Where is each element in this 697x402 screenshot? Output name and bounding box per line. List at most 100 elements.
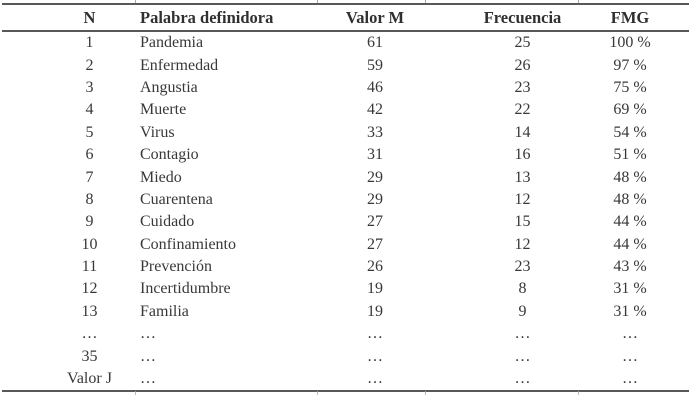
cell-palabra: Prevención	[140, 258, 212, 276]
cell-fmg: 69 %	[613, 101, 647, 119]
header-row: N Palabra definidora Valor M Frecuencia …	[2, 4, 689, 32]
cell-frecuencia: 23	[514, 78, 531, 96]
table-row: 8 Cuarentena 29 12 48 %	[2, 189, 689, 211]
cell-frecuencia: 9	[518, 302, 527, 320]
cell-n: 35	[81, 347, 98, 365]
header-n: N	[2, 4, 135, 32]
table-row: 2 Enfermedad 59 26 97 %	[2, 54, 689, 76]
cell-frecuencia: …	[514, 370, 531, 388]
cell-frecuencia: 12	[514, 235, 531, 253]
cell-frecuencia: …	[514, 325, 531, 343]
cell-n: 10	[81, 235, 98, 253]
cell-valor-m: 61	[367, 34, 383, 52]
cell-palabra: Incertidumbre	[140, 280, 231, 298]
cell-valor-m: …	[367, 325, 383, 343]
table-body: 1 Pandemia 61 25 100 % 2 Enfermedad 59 26 97 % 3 An…	[2, 31, 689, 391]
table-row: ……………	[2, 323, 689, 345]
cell-n: 11	[81, 258, 98, 276]
table-row: 35…………	[2, 345, 689, 367]
cell-palabra: Cuidado	[140, 213, 195, 231]
cell-frecuencia: 8	[518, 280, 527, 298]
column-boundary-tick	[135, 0, 136, 3]
cell-fmg: 75 %	[613, 78, 647, 96]
column-boundary-tick	[135, 391, 136, 395]
cell-n: 9	[85, 213, 94, 231]
column-boundary-tick	[425, 0, 426, 3]
cell-fmg: 48 %	[613, 168, 647, 186]
cell-palabra: Familia	[140, 302, 189, 320]
header-fmg: FMG	[578, 4, 689, 32]
cell-valor-m: 42	[367, 101, 383, 119]
cell-n: 5	[85, 123, 94, 141]
cell-n: 6	[85, 146, 94, 164]
table-row: 13 Familia 19 9 31 %	[2, 301, 689, 323]
cell-fmg: 48 %	[613, 190, 647, 208]
cell-valor-m: 26	[367, 258, 383, 276]
table-row: 11 Prevención 26 23 43 %	[2, 256, 689, 278]
cell-valor-m: 59	[367, 56, 383, 74]
cell-fmg: 44 %	[613, 235, 647, 253]
table-row: 5 Virus 33 14 54 %	[2, 122, 689, 144]
cell-frecuencia: 16	[514, 146, 531, 164]
cell-fmg: 54 %	[613, 123, 647, 141]
cell-palabra: Pandemia	[140, 34, 204, 52]
column-boundary-tick	[578, 391, 579, 395]
cell-palabra: Enfermedad	[140, 56, 219, 74]
table-row: 9 Cuidado 27 15 44 %	[2, 211, 689, 233]
cell-palabra: Muerte	[140, 101, 187, 119]
header-frecuencia: Frecuencia	[425, 4, 578, 32]
cell-fmg: …	[622, 370, 638, 388]
cell-fmg: 51 %	[613, 146, 647, 164]
cell-frecuencia: 14	[514, 123, 531, 141]
cell-valor-m: 19	[367, 302, 383, 320]
cell-n: 12	[81, 280, 98, 298]
cell-n: 3	[85, 78, 94, 96]
table-row: 3 Angustia 46 23 75 %	[2, 77, 689, 99]
word-frequency-table: N Palabra definidora Valor M Frecuencia …	[2, 3, 689, 393]
cell-valor-m: 19	[367, 280, 383, 298]
cell-valor-m: 29	[367, 190, 383, 208]
cell-palabra: Confinamiento	[140, 235, 236, 253]
header-valor-m: Valor M	[317, 4, 425, 32]
cell-n: 13	[81, 302, 98, 320]
cell-valor-m: 31	[367, 146, 383, 164]
table-row: 10 Confinamiento 27 12 44 %	[2, 234, 689, 256]
cell-n: Valor J	[67, 370, 112, 388]
table-row: 6 Contagio 31 16 51 %	[2, 144, 689, 166]
cell-fmg: …	[622, 325, 638, 343]
cell-palabra: …	[140, 370, 156, 388]
cell-frecuencia: 26	[514, 56, 531, 74]
cell-palabra: Miedo	[140, 168, 182, 186]
cell-palabra: Contagio	[140, 146, 199, 164]
cell-frecuencia: …	[514, 347, 531, 365]
cell-frecuencia: 22	[514, 101, 531, 119]
cell-fmg: 100 %	[609, 34, 651, 52]
header-palabra: Palabra definidora	[135, 4, 317, 32]
cell-valor-m: …	[367, 347, 383, 365]
cell-n: 4	[85, 101, 94, 119]
cell-fmg: 31 %	[613, 280, 647, 298]
table-row: 7 Miedo 29 13 48 %	[2, 166, 689, 188]
cell-frecuencia: 13	[514, 168, 531, 186]
cell-valor-m: 27	[367, 213, 383, 231]
cell-valor-m: 46	[367, 78, 383, 96]
cell-fmg: 97 %	[613, 56, 647, 74]
column-boundary-tick	[317, 0, 318, 3]
column-boundary-tick	[425, 391, 426, 395]
table-row: Valor J … … … …	[2, 368, 689, 391]
cell-frecuencia: 25	[514, 34, 531, 52]
cell-valor-m: 33	[367, 123, 383, 141]
cell-frecuencia: 12	[514, 190, 531, 208]
cell-n: 8	[85, 190, 94, 208]
cell-palabra: Angustia	[140, 78, 198, 96]
cell-palabra: …	[140, 347, 156, 365]
cell-fmg: 44 %	[613, 213, 647, 231]
cell-palabra: Cuarentena	[140, 190, 213, 208]
cell-n: 7	[85, 168, 94, 186]
cell-fmg: 31 %	[613, 302, 647, 320]
cell-fmg: 43 %	[613, 258, 647, 276]
cell-frecuencia: 15	[514, 213, 531, 231]
column-boundary-tick	[317, 391, 318, 395]
cell-valor-m: …	[367, 370, 383, 388]
